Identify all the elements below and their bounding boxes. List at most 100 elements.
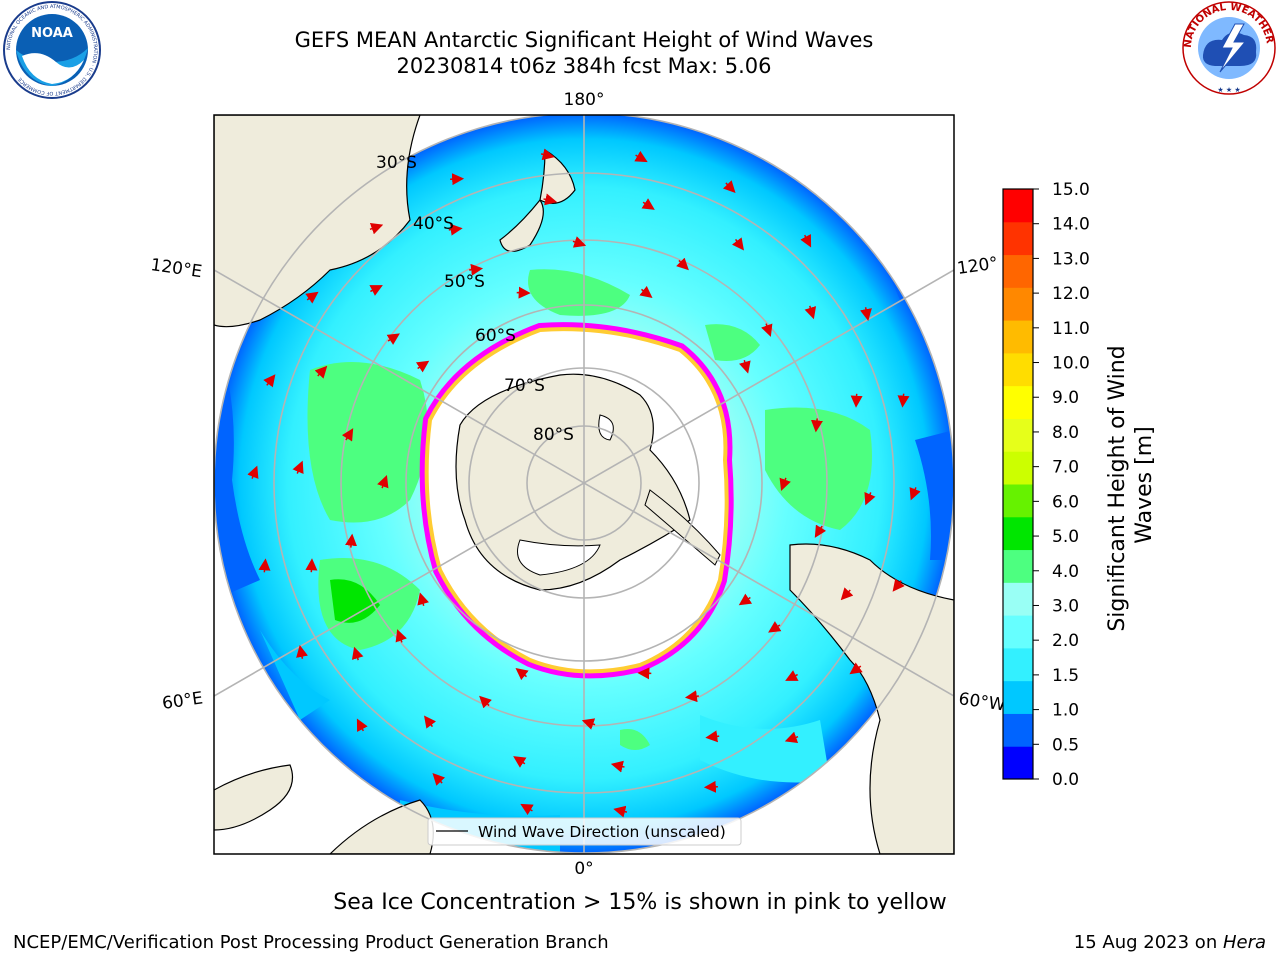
parallel-label-60s: 60°S [475,326,516,346]
colorbar-tick-label: 0.5 [1052,735,1079,755]
wind-wave-arrow [897,393,910,408]
colorbar-segment [1003,516,1033,551]
colorbar-frame [1002,188,1034,780]
colorbar-segment [1003,582,1033,616]
colorbar: 0.0 0.5 1.0 1.5 2.0 3.0 4.0 5.0 6.0 7.0 8.0 9.0 10.0… [1002,180,1090,790]
nws-logo-stars: ★ ★ ★ [1217,86,1240,94]
colorbar-segment [1003,713,1033,747]
wind-wave-arrow [395,629,407,643]
wind-wave-arrow [731,237,744,251]
colorbar-segment [1003,385,1033,419]
wind-wave-arrow [572,236,587,248]
colorbar-tick-label: 3.0 [1052,596,1079,616]
meridian-label-0: 0° [574,859,593,879]
producer-credit: NCEP/EMC/Verification Post Processing Pr… [13,932,609,953]
wind-wave-arrow [676,257,689,271]
wind-wave-arrow [860,307,872,322]
wind-wave-arrow [784,731,799,744]
wind-wave-arrow [849,662,863,675]
wave-patch-west [307,362,428,523]
wind-wave-arrow [613,805,628,818]
svg-text:NATIONAL WEATHER SERVICE: NATIONAL WEATHER SERVICE [0,0,1275,48]
wind-wave-arrow [641,198,655,210]
ross-ice-shelf [598,414,614,441]
australia-landmass [214,115,421,328]
wind-wave-arrow [739,359,751,374]
colorbar-tick-label: 7.0 [1052,458,1079,478]
wind-wave-arrow [738,593,753,606]
colorbar-segment [1003,189,1033,223]
colorbar-tick-label: 14.0 [1052,215,1090,235]
wind-wave-arrow [448,223,463,236]
colorbar-tick-label: 1.5 [1052,666,1079,686]
wind-wave-arrow [386,333,400,345]
wind-wave-arrow [768,621,782,633]
wind-wave-arrow [761,323,773,337]
map-subtitle: 20230814 t06z 384h fcst Max: 5.06 [396,54,772,78]
wave-patch-east [765,407,872,530]
colorbar-tick-label: 11.0 [1052,319,1090,339]
wind-wave-arrow [705,730,720,743]
colorbar-segment [1003,680,1033,714]
map-frame [213,114,955,855]
wind-wave-arrow [432,772,446,786]
meridian-60e-120w [214,269,954,697]
wind-wave-arrow [520,803,534,816]
wind-wave-arrow [450,173,465,186]
wind-wave-arrow [314,365,328,379]
colorbar-segment [1003,320,1033,354]
colorbar-segment [1003,352,1033,387]
wind-wave-arrow [415,360,430,373]
colorbar-tick-label: 1.0 [1052,701,1079,721]
wind-wave-arrow [543,193,558,206]
wind-wave-arrow [864,491,876,506]
wind-wave-arrow [581,718,596,730]
wind-wave-arrow [247,465,259,479]
meridian-label-60w: 60°W [957,689,1006,715]
wind-wave-arrow [722,180,736,194]
wind-wave-arrow [424,715,437,729]
colorbar-tick-label: 10.0 [1052,354,1090,374]
wind-wave-arrow [810,418,823,433]
wind-wave-arrow [610,760,625,773]
date-text: 15 Aug 2023 on [1073,932,1223,953]
parallel-label-50s: 50°S [444,272,485,292]
noaa-logo: NOAA NATIONAL OCEANIC AND ATMOSPHERIC AD… [3,1,101,99]
wind-wave-arrow [639,285,653,299]
colorbar-segment [1003,287,1033,321]
noaa-logo-text: NOAA [31,26,73,41]
wind-wave-arrow [369,285,383,296]
colorbar-tick-label: 4.0 [1052,562,1079,582]
wind-wave-arrow [634,150,648,163]
wind-wave-arrow [296,644,308,659]
parallel-label-40s: 40°S [413,214,454,234]
wave-patch-north [528,269,630,316]
generation-date: 15 Aug 2023 on Hera [1074,932,1266,953]
meridian-label-120e: 120°E [149,255,203,282]
colorbar-label: Significant Height of Wind Waves [m] [1105,338,1157,631]
wind-wave-arrow [377,475,389,489]
parallel-label-30s: 30°S [376,153,417,173]
wind-wave-arrow [479,695,492,709]
colorbar-tick-label: 8.0 [1052,423,1079,443]
machine-name: Hera [1222,932,1266,953]
wind-wave-arrow [909,487,921,501]
wind-wave-arrow [703,780,718,793]
wave-patch-south [620,729,650,750]
wind-wave-arrow [540,148,555,161]
wind-wave-arrow [515,667,529,681]
wind-wave-arrow [814,524,827,538]
wind-wave-arrow [263,374,276,388]
wind-wave-arrow [779,477,791,491]
low-wave-patch-southwest [260,630,330,720]
wind-wave-arrow [684,690,699,703]
legend-text: Wind Wave Direction (unscaled) [478,823,726,841]
colorbar-segment [1003,254,1033,288]
wind-wave-arrow [785,670,799,681]
antarctic-peninsula [644,489,721,566]
colorbar-segment [1003,647,1033,682]
wind-wave-arrow [369,222,384,235]
colorbar-tick-label: 6.0 [1052,492,1079,512]
wind-wave-legend: Wind Wave Direction (unscaled) [427,817,742,846]
